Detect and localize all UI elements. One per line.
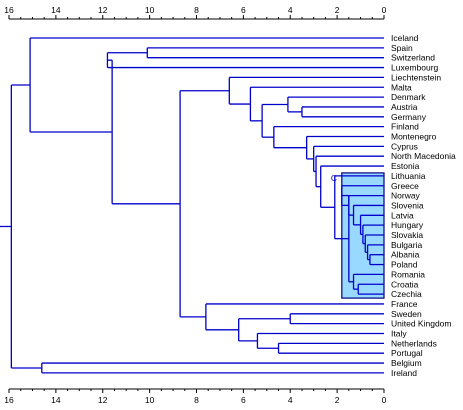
leaf-label: Latvia — [391, 210, 414, 220]
axis-tick-label: 14 — [51, 395, 61, 405]
leaf-label: United Kingdom — [391, 319, 451, 329]
axis-tick-label: 10 — [145, 395, 155, 405]
leaf-label: North Macedonia — [391, 151, 456, 161]
axis-top: 16 14 12 10 8 6 4 2 0 — [4, 5, 387, 20]
leaf-label: Czechia — [391, 289, 422, 299]
axis-tick-label: 8 — [194, 5, 199, 15]
axis-tick-label: 0 — [382, 5, 387, 15]
leaf-label: France — [391, 299, 418, 309]
leaf-label: Liechtenstein — [391, 72, 441, 82]
axis-tick-label: 0 — [382, 395, 387, 405]
axis-tick-label: 4 — [288, 5, 293, 15]
leaf-label: Slovakia — [391, 230, 423, 240]
axis-tick-label: 6 — [241, 395, 246, 405]
axis-tick-label: 2 — [335, 395, 340, 405]
axis-tick-label: 12 — [98, 5, 108, 15]
leaf-label: Poland — [391, 260, 418, 270]
axis-tick-label: 10 — [145, 5, 155, 15]
leaf-label: Slovenia — [391, 200, 424, 210]
leaf-label: Germany — [391, 112, 427, 122]
leaf-label: Spain — [391, 43, 413, 53]
axis-tick-label: 16 — [4, 5, 14, 15]
leaf-label: Montenegro — [391, 132, 437, 142]
leaf-label: Cyprus — [391, 141, 418, 151]
leaf-label: Estonia — [391, 161, 420, 171]
tree-layer — [0, 37, 384, 374]
leaf-label: Lithuania — [391, 171, 426, 181]
leaf-label: Netherlands — [391, 338, 437, 348]
leaf-label: Austria — [391, 102, 418, 112]
leaf-label: Romania — [391, 269, 425, 279]
leaf-label: Croatia — [391, 279, 419, 289]
leaf-label: Ireland — [391, 368, 417, 378]
leaf-label: Bulgaria — [391, 240, 422, 250]
leaf-label: Malta — [391, 82, 412, 92]
axis-tick-label: 14 — [51, 5, 61, 15]
axis-bottom: 16 14 12 10 8 6 4 2 0 — [4, 388, 387, 405]
highlight-label: C — [331, 173, 337, 183]
axis-tick-label: 6 — [241, 5, 246, 15]
leaf-label: Albania — [391, 250, 420, 260]
leaf-label: Hungary — [391, 220, 424, 230]
axis-tick-label: 12 — [98, 395, 108, 405]
leaf-label: Belgium — [391, 358, 422, 368]
leaf-label: Greece — [391, 181, 419, 191]
leaf-label: Norway — [391, 191, 421, 201]
leaf-label: Sweden — [391, 309, 422, 319]
axis-tick-label: 2 — [335, 5, 340, 15]
axis-tick-label: 4 — [288, 395, 293, 405]
leaf-label: Finland — [391, 122, 419, 132]
axis-tick-label: 8 — [194, 395, 199, 405]
leaf-label: Portugal — [391, 348, 423, 358]
leaf-label: Denmark — [391, 92, 426, 102]
leaf-labels: IcelandSpainSwitzerlandLuxembourgLiechte… — [391, 33, 456, 378]
leaf-label: Luxembourg — [391, 63, 439, 73]
leaf-label: Italy — [391, 329, 407, 339]
leaf-label: Iceland — [391, 33, 419, 43]
axis-tick-label: 16 — [4, 395, 14, 405]
leaf-label: Switzerland — [391, 53, 435, 63]
